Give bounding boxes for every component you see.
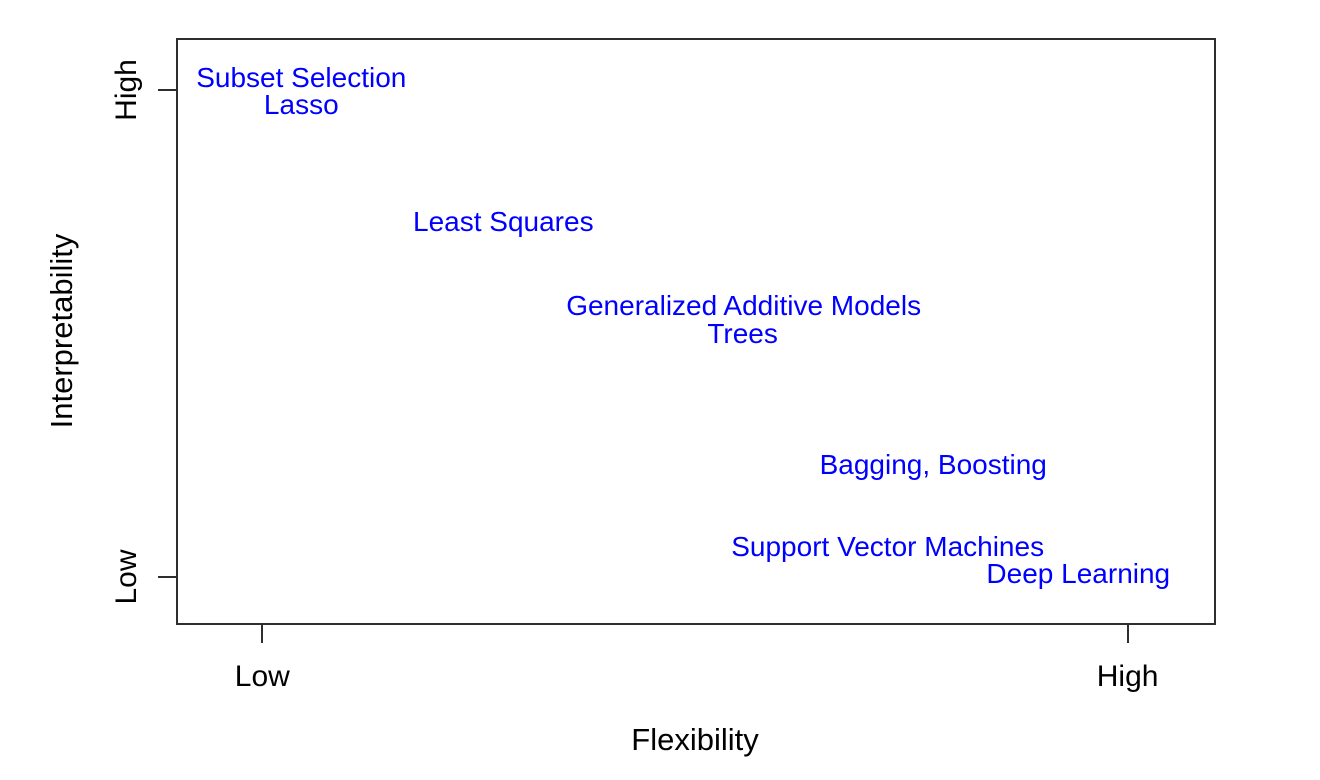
model-label-bagging-boosting: Bagging, Boosting bbox=[819, 449, 1047, 480]
model-label-deep-learning: Deep Learning bbox=[986, 558, 1171, 590]
plot-area: Subset Selection Lasso Least Squares Gen… bbox=[176, 38, 1216, 625]
x-axis-title: Flexibility bbox=[631, 722, 759, 757]
x-axis-tick-high bbox=[1126, 625, 1129, 643]
x-axis-tick-label-low: Low bbox=[234, 660, 290, 693]
model-label-trees: Trees bbox=[707, 317, 778, 349]
model-label-lasso: Lasso bbox=[263, 89, 339, 121]
y-axis-tick-label-low: Low bbox=[110, 549, 143, 605]
y-axis-tick-low bbox=[158, 575, 176, 578]
model-label-support-vector-machines: Support Vector Machines bbox=[731, 531, 1045, 563]
y-axis-tick-label-high: High bbox=[110, 59, 143, 122]
x-axis-tick-label-high: High bbox=[1096, 660, 1159, 693]
model-label-generalized-additive-models: Generalized Additive Models bbox=[566, 289, 922, 321]
x-axis-tick-low bbox=[261, 625, 264, 643]
y-axis-title: Interpretability bbox=[44, 233, 79, 429]
model-label-subset-selection: Subset Selection bbox=[196, 62, 407, 94]
model-label-least-squares: Least Squares bbox=[413, 205, 594, 237]
y-axis-tick-high bbox=[158, 89, 176, 92]
